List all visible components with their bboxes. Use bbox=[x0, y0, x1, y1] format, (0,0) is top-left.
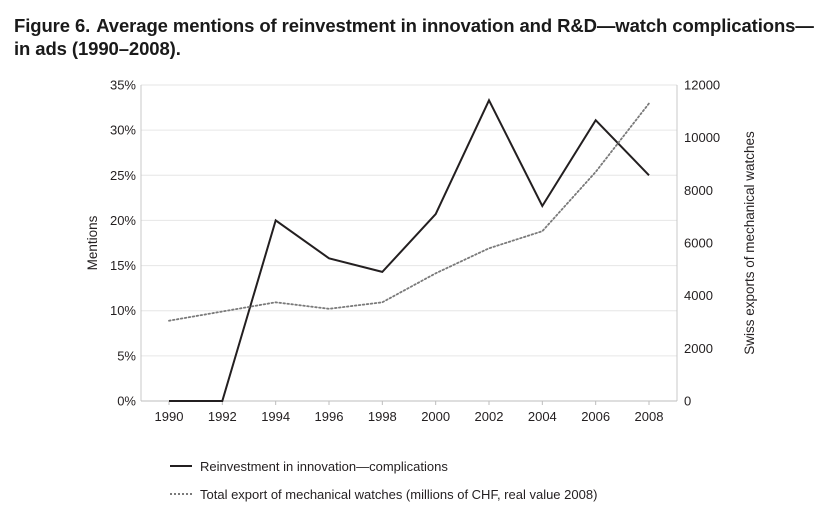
y-tick-label: 0% bbox=[117, 394, 136, 409]
x-tick-label: 2008 bbox=[635, 409, 664, 424]
y-tick-label: 20% bbox=[110, 213, 136, 228]
x-tick-label: 2006 bbox=[581, 409, 610, 424]
legend-item-exports: Total export of mechanical watches (mill… bbox=[170, 483, 597, 505]
chart-legend: Reinvestment in innovation—complications… bbox=[170, 455, 597, 511]
y-tick-label: 35% bbox=[110, 78, 136, 93]
y-tick-label: 10% bbox=[110, 303, 136, 318]
legend-label-reinvestment: Reinvestment in innovation—complications bbox=[200, 458, 448, 474]
legend-item-reinvestment: Reinvestment in innovation—complications bbox=[170, 455, 597, 477]
y-axis-title: Mentions bbox=[85, 215, 100, 270]
x-tick-label: 2002 bbox=[475, 409, 504, 424]
series-line-exports bbox=[168, 102, 650, 322]
x-tick-label: 1996 bbox=[315, 409, 344, 424]
figure-title: Figure 6. Average mentions of reinvestmen… bbox=[14, 14, 814, 60]
figure-number: Figure 6. bbox=[14, 15, 91, 36]
y2-tick-label: 0 bbox=[684, 394, 691, 409]
y-tick-label: 30% bbox=[110, 123, 136, 138]
y2-tick-label: 8000 bbox=[684, 183, 713, 198]
legend-solid-line-swatch bbox=[170, 461, 192, 471]
x-tick-label: 1990 bbox=[155, 409, 184, 424]
y-tick-label: 5% bbox=[117, 348, 136, 363]
legend-dotted-line-swatch bbox=[170, 489, 192, 499]
y2-tick-label: 4000 bbox=[684, 288, 713, 303]
figure-title-text: Average mentions of reinvestment in inno… bbox=[14, 15, 814, 59]
y2-tick-label: 12000 bbox=[684, 78, 720, 93]
series-line-reinvestment bbox=[169, 98, 650, 402]
x-tick-label: 1998 bbox=[368, 409, 397, 424]
x-tick-label: 2000 bbox=[421, 409, 450, 424]
y2-tick-label: 6000 bbox=[684, 236, 713, 251]
x-tick-label: 1992 bbox=[208, 409, 237, 424]
y2-tick-label: 2000 bbox=[684, 341, 713, 356]
y2-axis-title: Swiss exports of mechanical watches bbox=[742, 131, 757, 355]
y-tick-label: 15% bbox=[110, 258, 136, 273]
x-tick-label: 2004 bbox=[528, 409, 557, 424]
x-tick-label: 1994 bbox=[261, 409, 290, 424]
legend-label-exports: Total export of mechanical watches (mill… bbox=[200, 486, 598, 502]
y2-tick-label: 10000 bbox=[684, 130, 720, 145]
y-tick-label: 25% bbox=[110, 168, 136, 183]
